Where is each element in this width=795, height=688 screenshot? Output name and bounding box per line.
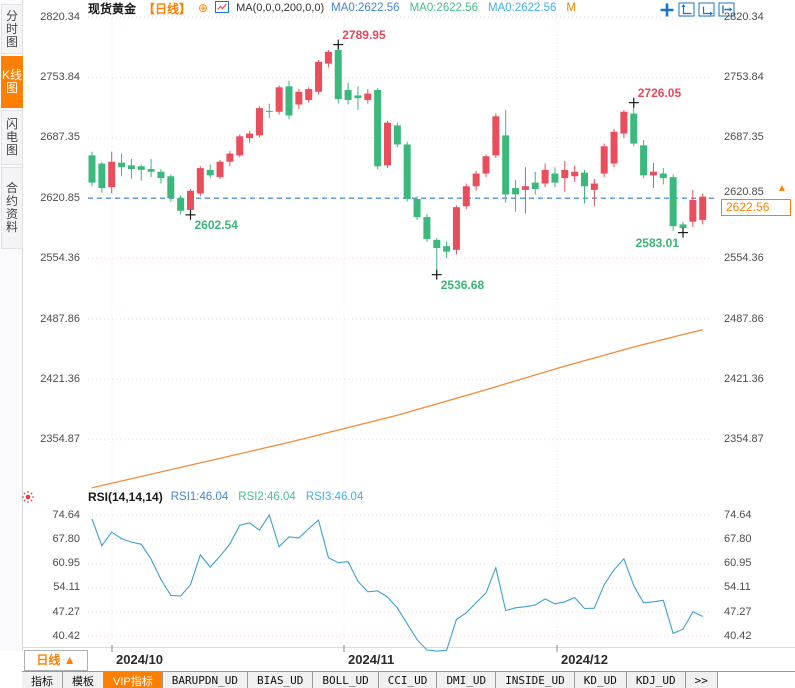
chart-toolbar: [658, 2, 735, 17]
price-tick-right: 2820.34: [724, 10, 764, 23]
price-annotation: 2789.95: [342, 27, 386, 42]
jump-latest-icon[interactable]: [718, 2, 735, 17]
tab-[interactable]: 模板: [63, 672, 104, 688]
tab-inside_ud[interactable]: INSIDE_UD: [496, 672, 575, 688]
ma-values: MA0:2622.56 MA0:2622.56 MA0:2622.56 M: [331, 2, 576, 14]
ma-value-label: MA0:2622.56: [409, 2, 478, 14]
price-annotation: 2602.54: [194, 217, 238, 232]
sidebar-item-contract-info[interactable]: 合约资料: [1, 167, 23, 249]
price-tick-right: 2487.86: [724, 312, 764, 325]
rsi-tick-left: 47.27: [52, 605, 80, 618]
ma200-line: [91, 329, 703, 489]
tab->>[interactable]: >>: [685, 672, 718, 688]
tab-kdj_ud[interactable]: KDJ_UD: [626, 672, 686, 688]
zoom-y-axis-icon[interactable]: [678, 2, 695, 17]
chart-legend: 现货黄金 【日线】 ⊕ MA(0,0,0,200,0,0) MA0:2622.5…: [88, 0, 576, 16]
price-tick-right: 2354.87: [724, 433, 764, 446]
rsi-tick-right: 54.11: [724, 581, 751, 594]
rsi-tick-left: 40.42: [52, 629, 80, 642]
x-axis-label: 2024/11: [348, 652, 395, 667]
rsi-tick-left: 67.80: [52, 532, 80, 545]
tab-boll_ud[interactable]: BOLL_UD: [313, 672, 379, 688]
price-tick-left: 2554.36: [40, 252, 80, 265]
rsi-title: RSI(14,14,14): [88, 490, 163, 504]
rsi-value-label: RSI3:46.04: [305, 491, 364, 503]
price-tick-right: 2421.36: [724, 372, 764, 385]
rsi-tick-right: 74.64: [724, 508, 752, 521]
rsi-value-label: RSI1:46.04: [170, 491, 229, 503]
rsi-legend: RSI(14,14,14) RSI1:46.04 RSI2:46.04 RSI3:4…: [88, 490, 363, 504]
up-arrow-icon: ▲: [777, 183, 787, 194]
ma-value-label: MA0:2622.56: [331, 2, 400, 14]
price-tick-left: 2421.36: [40, 372, 80, 385]
x-axis-label: 2024/10: [116, 652, 163, 667]
ma-value-label: M: [566, 2, 577, 14]
price-tick-right: 2620.85: [724, 185, 764, 198]
price-tick-right: 2687.35: [724, 131, 764, 144]
ma-value-label: MA0:2622.56: [488, 2, 557, 14]
rsi-tick-right: 40.42: [724, 629, 752, 642]
price-annotation: 2583.01: [635, 235, 679, 250]
last-price-box: 2622.56: [721, 199, 791, 216]
rsi-tick-left: 54.11: [53, 581, 80, 594]
indicator-tab-bar: 指标 模板 VIP指标 BARUPDN_UD BIAS_UD BOLL_UD CCI_UD D…: [22, 671, 795, 688]
tab-vip[interactable]: VIP指标: [104, 672, 163, 688]
price-annotation: 2726.05: [637, 85, 682, 100]
chart-title: 现货黄金: [88, 1, 137, 16]
price-tick-right: 2753.84: [724, 70, 764, 83]
price-tick-left: 2620.85: [40, 191, 80, 204]
price-tick-left: 2753.84: [40, 70, 80, 83]
rsi-tick-left: 74.64: [52, 508, 80, 521]
rsi-tick-right: 47.27: [724, 605, 752, 618]
price-tick-left: 2687.35: [40, 131, 80, 144]
sidebar-item-lightning-chart[interactable]: 闪电图: [1, 110, 23, 165]
zoom-x-axis-icon[interactable]: [698, 2, 715, 17]
rsi-tick-right: 67.80: [724, 532, 752, 545]
tab-barupdn_ud[interactable]: BARUPDN_UD: [162, 672, 248, 688]
tab-[interactable]: 指标: [22, 672, 63, 688]
period-selector[interactable]: 日线 ▲: [24, 650, 88, 671]
price-tick-right: 2554.36: [724, 252, 764, 265]
sidebar-item-time-share-chart[interactable]: 分时图: [1, 4, 23, 54]
price-tick-left: 2487.86: [40, 312, 80, 325]
burst-icon: [20, 489, 36, 505]
sidebar-item-kline-chart[interactable]: K线图: [1, 56, 23, 108]
add-indicator-icon[interactable]: ⊕: [198, 1, 209, 15]
tab-kd_ud[interactable]: KD_UD: [574, 672, 627, 688]
rsi-value-label: RSI2:46.04: [238, 491, 296, 503]
mini-chart-icon: [215, 0, 230, 16]
sidebar: 分时图 K线图 闪电图 合约资料: [0, 0, 23, 651]
tab-cci_ud[interactable]: CCI_UD: [378, 672, 438, 688]
rsi-line: [91, 513, 703, 652]
rsi-tick-left: 60.95: [52, 557, 80, 570]
rsi-tick-right: 60.95: [724, 557, 752, 570]
crosshair-icon[interactable]: [658, 2, 675, 17]
chart-canvas[interactable]: [0, 0, 795, 672]
tab-dmi_ud[interactable]: DMI_UD: [437, 672, 497, 688]
ma-settings-label[interactable]: MA(0,0,0,200,0,0): [236, 2, 325, 14]
price-tick-left: 2354.87: [40, 433, 80, 446]
price-annotation: 2536.68: [440, 277, 485, 292]
tab-bias_ud[interactable]: BIAS_UD: [247, 672, 314, 688]
rsi-values: RSI1:46.04 RSI2:46.04 RSI3:46.04: [171, 491, 364, 503]
x-axis-label: 2024/12: [561, 652, 608, 667]
period-tag: 【日线】: [143, 1, 192, 16]
price-tick-left: 2820.34: [40, 10, 80, 23]
